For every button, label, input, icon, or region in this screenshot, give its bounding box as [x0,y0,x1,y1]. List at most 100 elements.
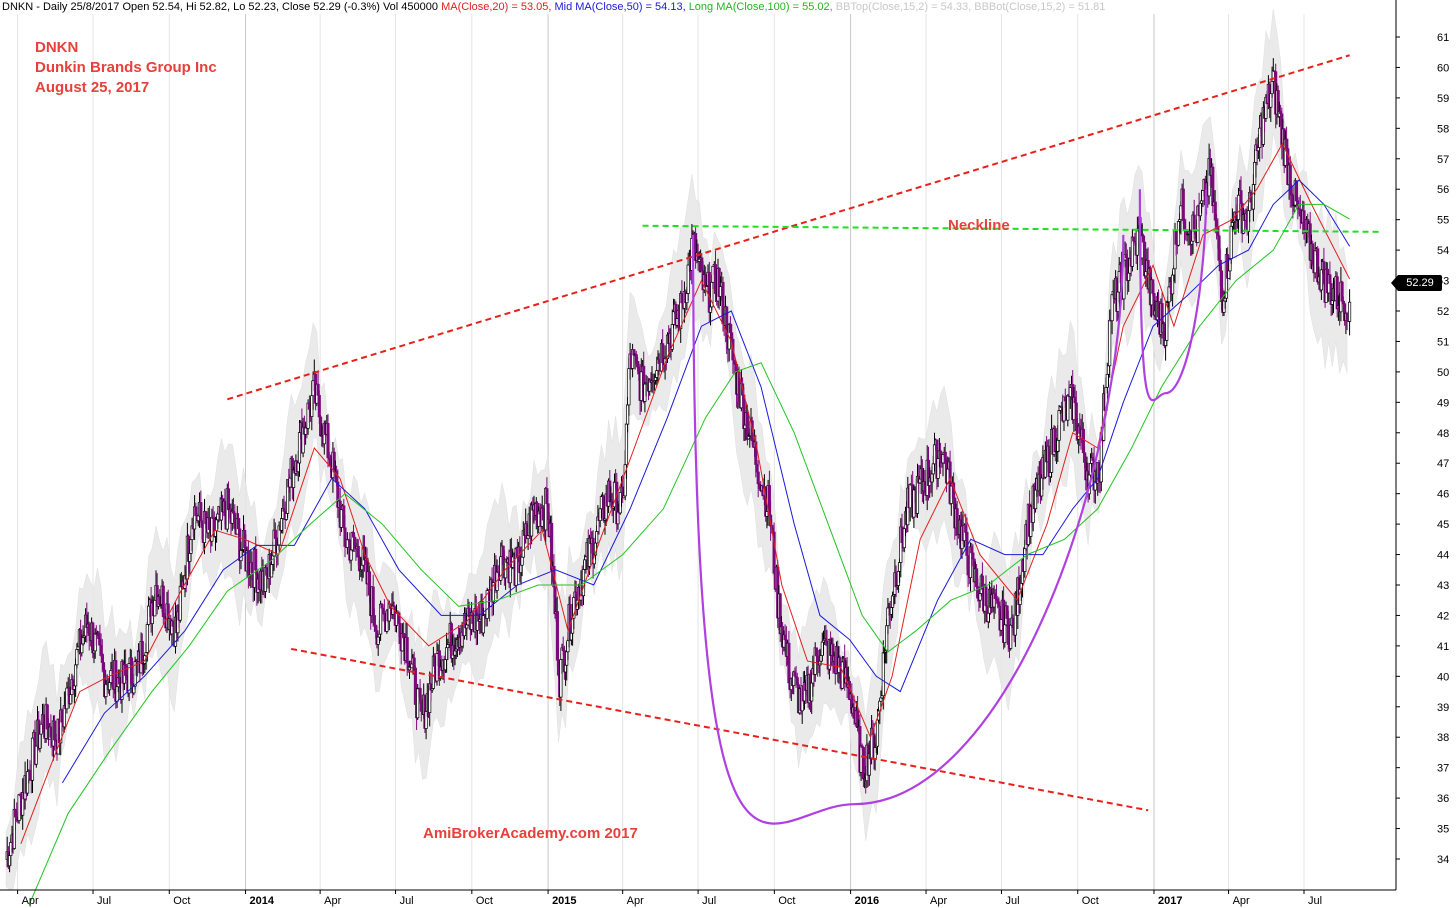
price-candle-body [1345,312,1349,321]
price-candle-body [971,552,975,560]
price-candle-body [153,599,157,617]
price-candle-body [1348,301,1352,322]
x-tick-label: Oct [476,895,493,907]
handle-curve [1138,189,1208,402]
x-tick-label: 2016 [855,895,879,907]
price-candle-body [140,641,144,665]
y-tick-label: 57 [1437,154,1449,166]
y-tick-label: 35 [1437,824,1449,836]
y-tick-label: 40 [1437,671,1449,683]
x-tick-label: Oct [1082,895,1099,907]
x-tick-label: Jul [1308,895,1322,907]
price-candle-body [1174,230,1178,245]
price-candle-body [1135,228,1139,256]
chart-title-block: DNKN Dunkin Brands Group Inc August 25, … [35,38,217,98]
x-tick-label: Jul [97,895,111,907]
price-candle-body [372,615,376,626]
price-candle-body [1239,190,1243,204]
price-candle-body [545,488,549,505]
price-candle-body [520,556,524,566]
y-tick-label: 52 [1437,306,1449,318]
price-candle-body [233,512,237,529]
ma50-line [61,179,1351,784]
price-candle-body [91,622,95,654]
price-candle-body [725,306,729,343]
bollinger-band [5,8,1348,891]
y-tick-label: 55 [1437,215,1449,227]
price-candle-body [367,571,372,596]
y-tick-label: 34 [1437,854,1449,866]
header-symbol-info: DNKN - Daily 25/8/2017 Open 52.54, Hi 52… [2,1,442,13]
x-tick-label: Jul [1005,895,1019,907]
cup-curve [692,234,1125,825]
y-tick-label: 47 [1437,458,1449,470]
x-tick-label: Apr [1233,895,1250,907]
y-tick-label: 46 [1437,489,1449,501]
price-candle-body [161,585,165,617]
price-candle-body [1181,188,1185,221]
y-tick-label: 48 [1437,428,1449,440]
trendlines [227,54,1381,812]
upper-trendline [227,54,1350,401]
y-tick-label: 54 [1437,245,1449,257]
y-tick-label: 50 [1437,367,1449,379]
lower-trendline [290,647,1149,812]
price-candle-body [171,620,175,627]
header-ma20: MA(Close,20) = 53.05, [441,1,555,13]
price-candle-body [756,471,760,485]
price-candle-body [17,794,21,821]
neckline-trendline [642,224,1381,233]
price-candle-body [939,450,943,462]
y-tick-label: 38 [1437,732,1449,744]
x-tick-label: 2015 [552,895,576,907]
price-candle-body [1009,624,1013,649]
y-tick-label: 43 [1437,580,1449,592]
y-tick-label: 44 [1437,550,1449,562]
x-tick-label: Apr [930,895,947,907]
price-candle-body [254,548,258,571]
price-candle-body [1192,214,1196,232]
y-tick-label: 58 [1437,123,1449,135]
header-ma50: Mid MA(Close,50) = 54.13, [554,1,689,13]
chart-header: DNKN - Daily 25/8/2017 Open 52.54, Hi 52… [2,1,1105,13]
chart-ticker: DNKN [35,39,79,56]
neckline-label: Neckline [948,217,1010,234]
y-tick-label: 36 [1437,793,1449,805]
price-candle-body [30,737,35,781]
price-series [5,58,1352,873]
price-candle-body [405,637,409,664]
chart-grid [17,14,1305,890]
y-tick-label: 49 [1437,397,1449,409]
y-tick-label: 41 [1437,641,1449,653]
y-tick-label: 51 [1437,336,1449,348]
x-tick-label: 2014 [250,895,275,907]
price-candle-body [343,527,347,547]
price-candle-body [481,615,485,634]
y-tick-label: 39 [1437,702,1449,714]
cup-and-handle [692,189,1208,825]
y-tick-label: 56 [1437,184,1449,196]
x-tick-label: 2017 [1158,895,1182,907]
price-candle-body [1003,624,1007,643]
y-tick-label: 61 [1437,32,1449,44]
price-candle-body [1057,410,1061,441]
x-tick-label: Jul [400,895,414,907]
price-candle-body [704,274,708,287]
price-candle-body [317,394,321,418]
chart-date: August 25, 2017 [35,79,150,96]
header-bbtop: BBTop(Close,15,2) = 54.33, [835,1,975,13]
ma20-line [20,142,1351,844]
y-tick-label: 42 [1437,610,1449,622]
x-tick-label: Oct [778,895,795,907]
x-tick-label: Apr [22,895,39,907]
price-candle-body [1236,194,1241,220]
y-tick-label: 59 [1437,93,1449,105]
x-tick-label: Apr [324,895,341,907]
y-tick-label: 45 [1437,519,1449,531]
price-candle-body [339,509,343,528]
bollinger-band-area [5,8,1348,891]
header-ma100: Long MA(Close,100) = 55.02, [688,1,836,13]
watermark-text: AmiBrokerAcademy.com 2017 [423,825,638,842]
